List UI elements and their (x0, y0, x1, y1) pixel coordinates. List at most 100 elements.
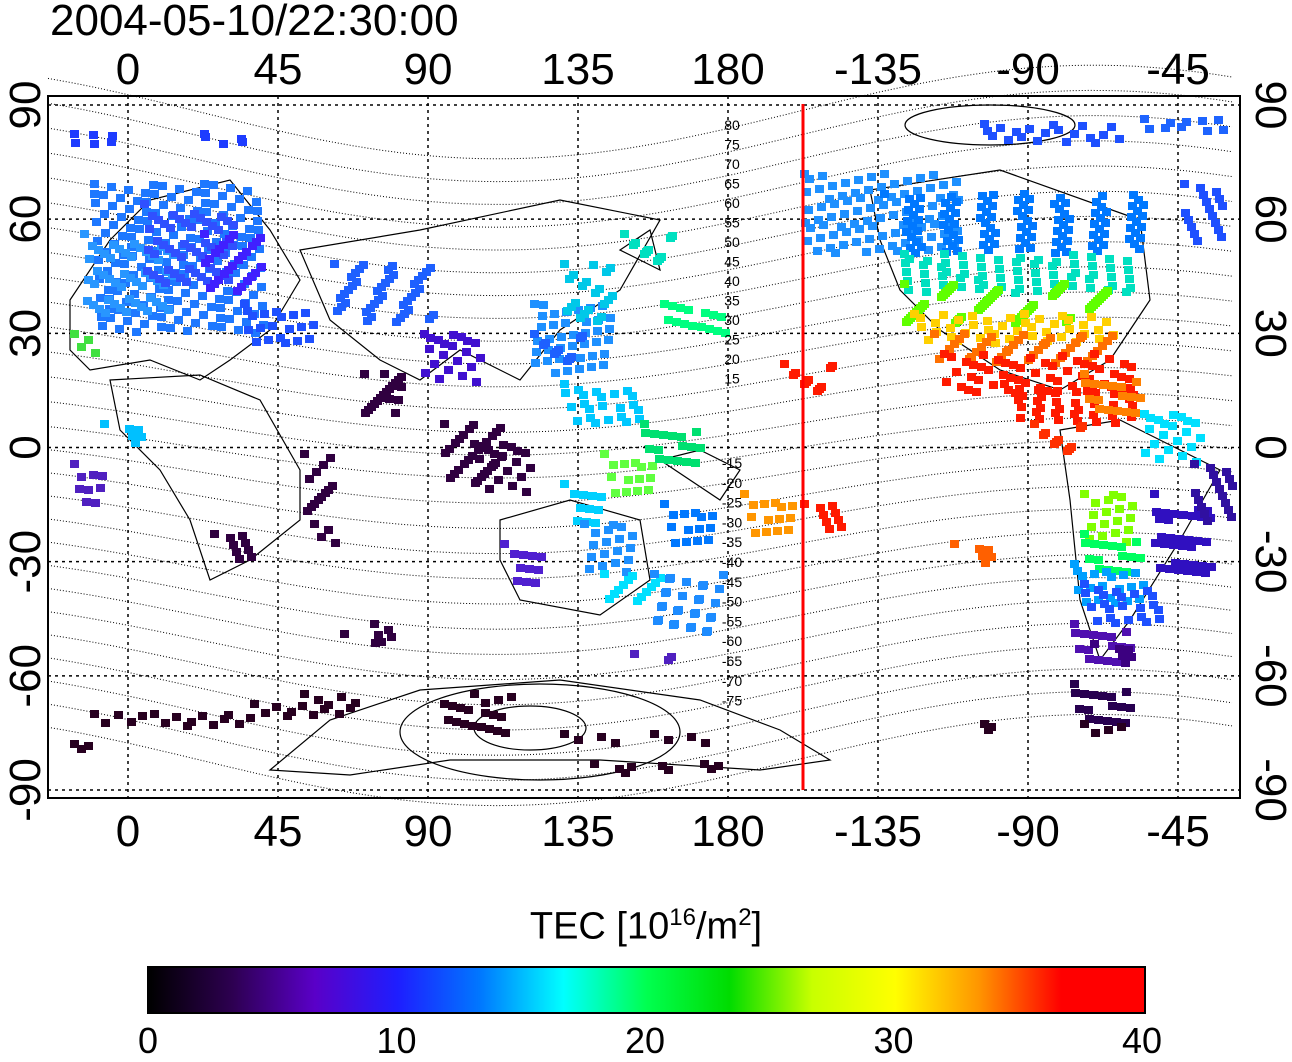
tec-block (1127, 583, 1136, 591)
tec-block (819, 221, 828, 229)
tec-block (215, 295, 224, 303)
tec-block (1215, 485, 1224, 493)
tec-block (834, 516, 843, 524)
tec-block (622, 568, 631, 576)
tec-block (1103, 337, 1112, 345)
tec-block (697, 513, 706, 521)
tec-block (1074, 586, 1083, 594)
tec-block (153, 237, 162, 245)
tec-block (1197, 503, 1206, 511)
tec-block (70, 330, 79, 338)
tec-block (762, 528, 771, 536)
tec-block (600, 570, 609, 578)
tec-block (484, 446, 493, 454)
tec-block (989, 381, 998, 389)
tec-block (959, 261, 968, 269)
tec-block (654, 446, 663, 454)
tec-block (1068, 282, 1077, 290)
contour-line (47, 622, 1233, 706)
tec-block (1115, 135, 1124, 143)
tec-block (977, 363, 986, 371)
coastline (499, 499, 651, 616)
tec-block (1050, 440, 1059, 448)
tec-block (1099, 541, 1108, 549)
tec-block (1025, 125, 1034, 133)
tec-block (362, 308, 371, 316)
tec-block (721, 329, 730, 337)
tec-block (191, 319, 200, 327)
tec-block (1173, 437, 1182, 445)
tec-block (880, 170, 889, 178)
tec-block (90, 280, 99, 288)
tec-block (1071, 269, 1080, 277)
tec-block (1094, 656, 1103, 664)
tec-block (906, 244, 915, 252)
tec-block (697, 323, 706, 331)
tec-block (1022, 228, 1031, 236)
tec-block (161, 279, 170, 287)
tec-block (1059, 221, 1068, 229)
tec-block (166, 324, 175, 332)
tec-block (701, 309, 710, 317)
tec-block (134, 216, 143, 224)
tec-block (126, 274, 135, 282)
tec-block (148, 212, 157, 220)
tec-block (1082, 598, 1091, 606)
tec-block (1221, 499, 1230, 507)
tec-block (949, 231, 958, 239)
tec-block (149, 271, 158, 279)
tec-block (131, 309, 140, 317)
tec-block (1091, 139, 1100, 147)
tec-block (471, 479, 480, 487)
tec-block (110, 300, 119, 308)
tec-block (692, 428, 701, 436)
tec-block (465, 425, 474, 433)
contour-line (47, 64, 1233, 160)
tec-block (374, 631, 383, 639)
tec-block (190, 300, 199, 308)
tec-block (211, 249, 220, 257)
tec-block (987, 553, 996, 561)
contour-line (47, 165, 1233, 251)
colorbar-tick-label: 30 (873, 1020, 914, 1061)
tec-block (604, 416, 613, 424)
tec-block (1128, 202, 1137, 210)
tec-block (1118, 602, 1127, 610)
tec-block (1178, 542, 1187, 550)
tec-block (947, 193, 956, 201)
tec-block (780, 360, 789, 368)
tec-block (207, 243, 216, 251)
tec-block (1196, 434, 1205, 442)
tec-block (931, 319, 940, 327)
contour-label: -40 (722, 554, 742, 570)
tec-block (201, 199, 210, 207)
tec-block (565, 275, 574, 283)
tec-block (968, 312, 977, 320)
tec-block (191, 269, 200, 277)
tec-block (317, 533, 326, 541)
tec-block (1140, 115, 1149, 123)
right-lat-label: 30 (1246, 309, 1292, 358)
bottom-longitude-labels: 0 45 90 135 180 -135 -90 -45 (116, 807, 1210, 856)
tec-block (425, 315, 434, 323)
tec-block (1110, 370, 1119, 378)
tec-block (941, 199, 950, 207)
tec-block (1117, 493, 1126, 501)
tec-block (695, 525, 704, 533)
tec-block (171, 249, 180, 257)
tec-block (937, 243, 946, 251)
tec-block (1075, 645, 1084, 653)
tec-block (148, 312, 157, 320)
tec-block (1090, 570, 1099, 578)
tec-block (94, 246, 103, 254)
tec-block (248, 312, 257, 320)
tec-block (991, 229, 1000, 237)
tec-block (251, 329, 260, 337)
tec-block (573, 517, 582, 525)
colorbar-tick-label: 0 (137, 1020, 159, 1061)
tec-block (590, 760, 599, 768)
tec-block (377, 638, 386, 646)
tec-block (471, 339, 480, 347)
tec-block (917, 323, 926, 331)
tec-block (619, 581, 628, 589)
